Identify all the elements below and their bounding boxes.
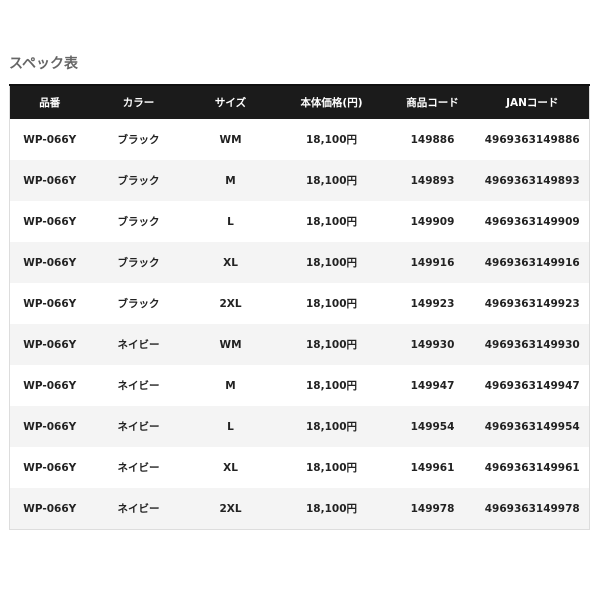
table-cell: 4969363149961 [475, 447, 590, 488]
table-cell: XL [187, 447, 274, 488]
table-cell: WP-066Y [9, 283, 90, 324]
table-cell: WP-066Y [9, 242, 90, 283]
table-row: WP-066Y ネイビー M 18,100円 149947 4969363149947 [9, 365, 590, 406]
table-cell: 149893 [389, 160, 476, 201]
table-cell: ブラック [89, 119, 188, 160]
table-cell: 2XL [187, 488, 274, 530]
table-header-row: 品番 カラー サイズ 本体価格(円) 商品コード JANコード [9, 84, 590, 119]
table-cell: 18,100円 [273, 201, 390, 242]
table-cell: 18,100円 [273, 324, 390, 365]
table-cell: ブラック [89, 160, 188, 201]
table-row: WP-066Y ネイビー XL 18,100円 149961 4969363149961 [9, 447, 590, 488]
spec-table: 品番 カラー サイズ 本体価格(円) 商品コード JANコード WP-066Y ブラック WM… [9, 84, 590, 530]
table-cell: 149954 [389, 406, 476, 447]
table-cell: WM [187, 119, 274, 160]
table-cell: 149923 [389, 283, 476, 324]
table-cell: 18,100円 [273, 447, 390, 488]
table-cell: ネイビー [89, 324, 188, 365]
table-cell: ブラック [89, 283, 188, 324]
table-cell: WP-066Y [9, 447, 90, 488]
table-cell: WP-066Y [9, 160, 90, 201]
table-cell: 149916 [389, 242, 476, 283]
table-cell: L [187, 201, 274, 242]
table-row: WP-066Y ネイビー L 18,100円 149954 4969363149954 [9, 406, 590, 447]
table-row: WP-066Y ネイビー 2XL 18,100円 149978 4969363149978 [9, 488, 590, 530]
table-cell: 18,100円 [273, 160, 390, 201]
table-cell: ブラック [89, 242, 188, 283]
table-cell: ネイビー [89, 447, 188, 488]
table-cell: 149961 [389, 447, 476, 488]
table-row: WP-066Y ブラック XL 18,100円 149916 4969363149916 [9, 242, 590, 283]
page-title: スペック表 [9, 56, 79, 72]
table-cell: 4969363149947 [475, 365, 590, 406]
table-cell: ネイビー [89, 365, 188, 406]
table-cell: 4969363149909 [475, 201, 590, 242]
table-cell: WP-066Y [9, 201, 90, 242]
table-cell: WP-066Y [9, 406, 90, 447]
table-cell: 18,100円 [273, 365, 390, 406]
table-cell: WP-066Y [9, 119, 90, 160]
table-cell: ブラック [89, 201, 188, 242]
table-cell: 149978 [389, 488, 476, 530]
table-cell: WP-066Y [9, 365, 90, 406]
table-cell: 18,100円 [273, 488, 390, 530]
column-header: カラー [89, 84, 188, 119]
table-cell: XL [187, 242, 274, 283]
column-header: 本体価格(円) [273, 84, 390, 119]
table-row: WP-066Y ブラック L 18,100円 149909 4969363149909 [9, 201, 590, 242]
table-cell: L [187, 406, 274, 447]
table-cell: WP-066Y [9, 488, 90, 530]
column-header: サイズ [187, 84, 274, 119]
table-row: WP-066Y ブラック M 18,100円 149893 4969363149893 [9, 160, 590, 201]
table-cell: ネイビー [89, 488, 188, 530]
table-cell: 4969363149954 [475, 406, 590, 447]
table-row: WP-066Y ブラック 2XL 18,100円 149923 4969363149923 [9, 283, 590, 324]
table-cell: WP-066Y [9, 324, 90, 365]
table-cell: 4969363149923 [475, 283, 590, 324]
table-cell: 18,100円 [273, 283, 390, 324]
table-cell: 4969363149930 [475, 324, 590, 365]
table-cell: 149930 [389, 324, 476, 365]
table-cell: 4969363149978 [475, 488, 590, 530]
column-header: 商品コード [389, 84, 476, 119]
table-cell: 149886 [389, 119, 476, 160]
table-cell: 18,100円 [273, 119, 390, 160]
table-cell: 149947 [389, 365, 476, 406]
table-row: WP-066Y ネイビー WM 18,100円 149930 4969363149930 [9, 324, 590, 365]
table-cell: 4969363149886 [475, 119, 590, 160]
table-cell: 4969363149916 [475, 242, 590, 283]
table-cell: WM [187, 324, 274, 365]
column-header: 品番 [9, 84, 90, 119]
column-header: JANコード [475, 84, 590, 119]
table-cell: 149909 [389, 201, 476, 242]
table-cell: M [187, 160, 274, 201]
table-cell: 4969363149893 [475, 160, 590, 201]
table-cell: 18,100円 [273, 242, 390, 283]
table-row: WP-066Y ブラック WM 18,100円 149886 4969363149886 [9, 119, 590, 160]
table-cell: ネイビー [89, 406, 188, 447]
table-cell: 18,100円 [273, 406, 390, 447]
table-cell: M [187, 365, 274, 406]
table-cell: 2XL [187, 283, 274, 324]
